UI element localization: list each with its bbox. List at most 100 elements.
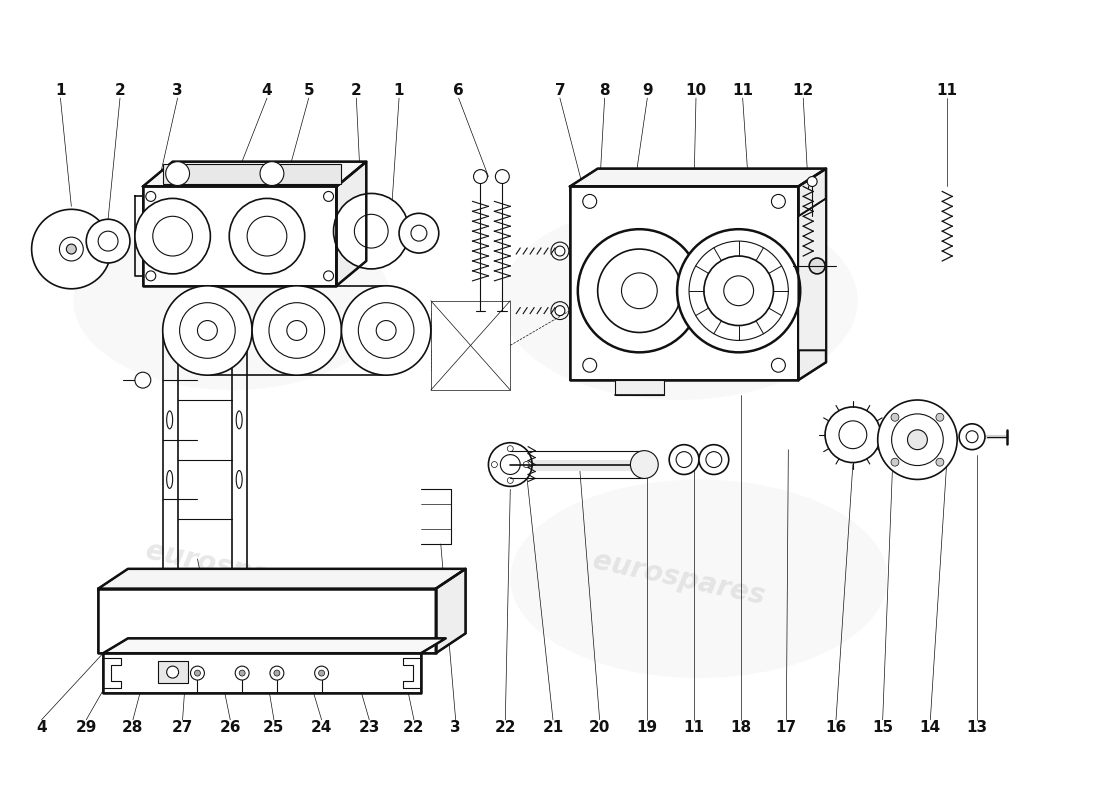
Text: 9: 9 (642, 82, 652, 98)
Circle shape (341, 286, 431, 375)
Circle shape (287, 321, 307, 341)
Circle shape (66, 244, 76, 254)
Circle shape (771, 194, 785, 208)
Text: 25: 25 (263, 720, 285, 735)
Circle shape (323, 191, 333, 202)
Circle shape (936, 458, 944, 466)
Circle shape (473, 170, 487, 183)
Text: 6: 6 (453, 82, 464, 98)
Text: 7: 7 (554, 82, 565, 98)
Ellipse shape (236, 411, 242, 429)
Ellipse shape (167, 411, 173, 429)
Circle shape (908, 430, 927, 450)
Bar (157, 661, 187, 683)
Circle shape (59, 237, 84, 261)
Circle shape (706, 452, 722, 467)
Text: 2: 2 (351, 82, 362, 98)
Text: 22: 22 (495, 720, 516, 735)
Circle shape (163, 286, 252, 375)
Circle shape (86, 219, 130, 263)
Circle shape (229, 198, 305, 274)
Text: eurospares: eurospares (591, 547, 768, 610)
Bar (163, 164, 341, 183)
Text: 4: 4 (36, 720, 47, 735)
Text: 3: 3 (450, 720, 461, 735)
Text: eurospares: eurospares (143, 219, 321, 283)
Circle shape (359, 302, 414, 358)
Circle shape (488, 442, 532, 486)
Circle shape (323, 271, 333, 281)
Circle shape (260, 162, 284, 186)
Circle shape (333, 194, 409, 269)
Text: 28: 28 (122, 720, 144, 735)
Text: 11: 11 (733, 82, 754, 98)
Circle shape (166, 162, 189, 186)
Text: 4: 4 (262, 82, 273, 98)
Circle shape (630, 450, 658, 478)
Circle shape (32, 210, 111, 289)
Text: 8: 8 (600, 82, 609, 98)
Circle shape (198, 321, 218, 341)
Polygon shape (143, 186, 337, 286)
Ellipse shape (510, 479, 888, 678)
Circle shape (315, 666, 329, 680)
Circle shape (936, 414, 944, 422)
Circle shape (235, 666, 249, 680)
Ellipse shape (236, 470, 242, 488)
Circle shape (411, 226, 427, 241)
Text: 22: 22 (404, 720, 425, 735)
Circle shape (771, 358, 785, 372)
Circle shape (399, 214, 439, 253)
Circle shape (556, 306, 565, 315)
Circle shape (190, 666, 205, 680)
Text: 1: 1 (55, 82, 66, 98)
Circle shape (319, 670, 324, 676)
Circle shape (354, 214, 388, 248)
Circle shape (146, 271, 156, 281)
Text: 18: 18 (730, 720, 751, 735)
Text: 23: 23 (359, 720, 380, 735)
Polygon shape (436, 569, 465, 654)
Circle shape (704, 256, 773, 326)
Circle shape (676, 452, 692, 467)
Text: 11: 11 (937, 82, 958, 98)
Circle shape (495, 170, 509, 183)
Circle shape (270, 302, 324, 358)
Circle shape (678, 229, 801, 352)
Circle shape (135, 198, 210, 274)
Text: eurospares: eurospares (143, 537, 321, 601)
Circle shape (724, 276, 754, 306)
Circle shape (153, 216, 192, 256)
Text: 13: 13 (967, 720, 988, 735)
Circle shape (966, 430, 978, 442)
Circle shape (524, 462, 529, 467)
Text: eurospares: eurospares (591, 219, 768, 283)
Text: 15: 15 (872, 720, 893, 735)
Circle shape (146, 191, 156, 202)
Circle shape (583, 358, 596, 372)
Circle shape (825, 407, 881, 462)
Circle shape (892, 414, 944, 466)
Polygon shape (143, 162, 366, 186)
Circle shape (689, 241, 789, 341)
Text: 29: 29 (76, 720, 97, 735)
Circle shape (891, 414, 899, 422)
Circle shape (878, 400, 957, 479)
Circle shape (500, 454, 520, 474)
Circle shape (807, 177, 817, 186)
Polygon shape (103, 654, 421, 693)
Circle shape (669, 445, 698, 474)
Polygon shape (799, 198, 826, 350)
Text: 17: 17 (776, 720, 796, 735)
Circle shape (195, 670, 200, 676)
Circle shape (376, 321, 396, 341)
Text: 21: 21 (542, 720, 563, 735)
Text: 19: 19 (637, 720, 658, 735)
Text: 12: 12 (793, 82, 814, 98)
Text: 2: 2 (114, 82, 125, 98)
Text: 24: 24 (311, 720, 332, 735)
Circle shape (507, 446, 514, 452)
Polygon shape (103, 638, 446, 654)
Circle shape (621, 273, 658, 309)
Polygon shape (799, 169, 826, 380)
